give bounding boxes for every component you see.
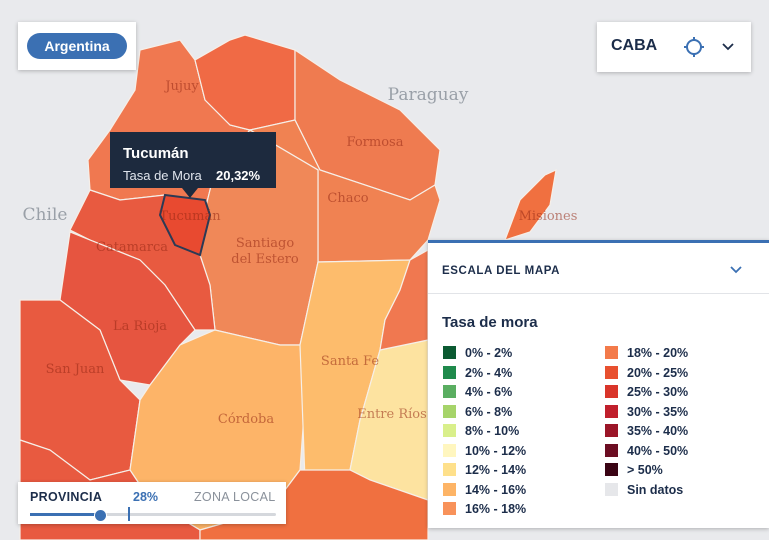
legend-swatch — [443, 424, 456, 437]
province-label: Formosa — [347, 135, 404, 150]
legend-label: 8% - 10% — [465, 424, 520, 438]
legend-header[interactable]: ESCALA DEL MAPA — [442, 265, 561, 277]
legend-label: 35% - 40% — [627, 424, 689, 438]
tooltip — [110, 132, 276, 188]
tooltip-value: 20,32% — [216, 168, 261, 183]
location-select[interactable]: CABA — [597, 22, 751, 72]
legend-item: Sin datos — [605, 482, 684, 497]
location-text: CABA — [611, 37, 658, 54]
legend-item: > 50% — [605, 463, 663, 477]
country-panel: Argentina — [18, 22, 136, 70]
legend-swatch — [443, 404, 456, 418]
legend-swatch — [443, 502, 456, 515]
legend-label: 30% - 35% — [627, 404, 689, 419]
slider-knob[interactable] — [94, 509, 107, 522]
province-label: Chaco — [327, 191, 368, 206]
legend-swatch — [443, 443, 456, 457]
province-label: Entre Ríos — [357, 407, 427, 422]
legend-title: Tasa de mora — [442, 314, 538, 331]
locate-icon[interactable] — [683, 36, 705, 58]
legend-label: 2% - 4% — [465, 365, 513, 380]
legend-swatch — [605, 365, 618, 379]
slider-left-label[interactable]: PROVINCIA — [30, 490, 103, 504]
province-label: Tucumán — [159, 209, 221, 224]
legend-label: 16% - 18% — [465, 502, 527, 516]
legend-swatch — [605, 346, 618, 359]
legend-label: 18% - 20% — [627, 346, 689, 360]
legend-item: 0% - 2% — [443, 346, 512, 360]
legend-label: 4% - 6% — [465, 385, 513, 399]
chevron[interactable] — [729, 265, 743, 275]
legend-swatch — [443, 365, 456, 379]
province-label: La Rioja — [113, 319, 167, 334]
legend-item: 2% - 4% — [443, 365, 513, 380]
legend-swatch — [443, 346, 456, 359]
legend-item: 8% - 10% — [443, 424, 519, 438]
province-label: Jujuy — [163, 79, 199, 94]
tooltip-title: Tucumán — [123, 145, 189, 162]
legend-label: 14% - 16% — [465, 482, 527, 497]
legend-label: 0% - 2% — [465, 346, 513, 360]
legend-swatch — [443, 385, 456, 398]
slider-marker — [128, 507, 130, 521]
province-label: Misiones — [519, 209, 578, 224]
legend-label: 20% - 25% — [627, 365, 689, 380]
legend-swatch — [443, 463, 456, 476]
legend-label: 10% - 12% — [465, 443, 527, 458]
legend-label: Sin datos — [627, 482, 684, 497]
legend-swatch — [605, 482, 618, 496]
country-button[interactable]: Argentina — [27, 33, 127, 59]
legend-label: 6% - 8% — [465, 404, 513, 419]
tooltip-arrow — [182, 188, 198, 198]
legend-item: 10% - 12% — [443, 443, 527, 458]
province-label: del Estero — [231, 252, 299, 267]
legend-item: 12% - 14% — [443, 463, 526, 477]
legend-item: 4% - 6% — [443, 385, 512, 399]
country-label: Chile — [23, 205, 68, 225]
province-label: Santiago — [236, 236, 294, 251]
legend-label: > 50% — [627, 463, 663, 477]
legend-swatch — [605, 424, 618, 437]
province-label: Catamarca — [96, 240, 168, 255]
legend-swatch — [443, 482, 456, 496]
legend-label: 12% - 14% — [465, 463, 527, 477]
slider-right-label[interactable]: ZONA LOCAL — [194, 490, 276, 504]
chevron[interactable] — [721, 42, 735, 52]
province-label: Córdoba — [218, 412, 274, 427]
slider-fill — [30, 513, 100, 516]
legend-panel: ESCALA DEL MAPA Tasa de mora 0% - 2% 2% -… — [428, 240, 769, 528]
legend-swatch — [605, 404, 618, 418]
legend-item: 6% - 8% — [443, 404, 513, 419]
legend-item: 14% - 16% — [443, 482, 527, 497]
divider — [428, 293, 769, 294]
legend-swatch — [605, 463, 618, 476]
province-label: Santa Fe — [321, 354, 379, 369]
province-highlight[interactable] — [158, 193, 212, 257]
country-label: Paraguay — [388, 85, 469, 105]
legend-item: 16% - 18% — [443, 502, 526, 516]
slider-value: 28% — [133, 490, 159, 504]
legend-label: 25% - 30% — [627, 385, 689, 399]
legend-item: 25% - 30% — [605, 385, 688, 399]
province[interactable] — [504, 168, 557, 241]
slider-track[interactable] — [30, 513, 276, 516]
legend-swatch — [605, 443, 618, 457]
legend-item: 40% - 50% — [605, 443, 689, 458]
legend-swatch — [605, 385, 618, 398]
legend-label: 40% - 50% — [627, 443, 689, 458]
legend-item: 20% - 25% — [605, 365, 689, 380]
legend-item: 35% - 40% — [605, 424, 688, 438]
province-label: San Juan — [46, 362, 105, 377]
legend-item: 30% - 35% — [605, 404, 689, 419]
legend-item: 18% - 20% — [605, 346, 688, 360]
tooltip-label: Tasa de Mora — [123, 168, 203, 183]
slider-panel: PROVINCIA 28% ZONA LOCAL — [18, 482, 286, 524]
